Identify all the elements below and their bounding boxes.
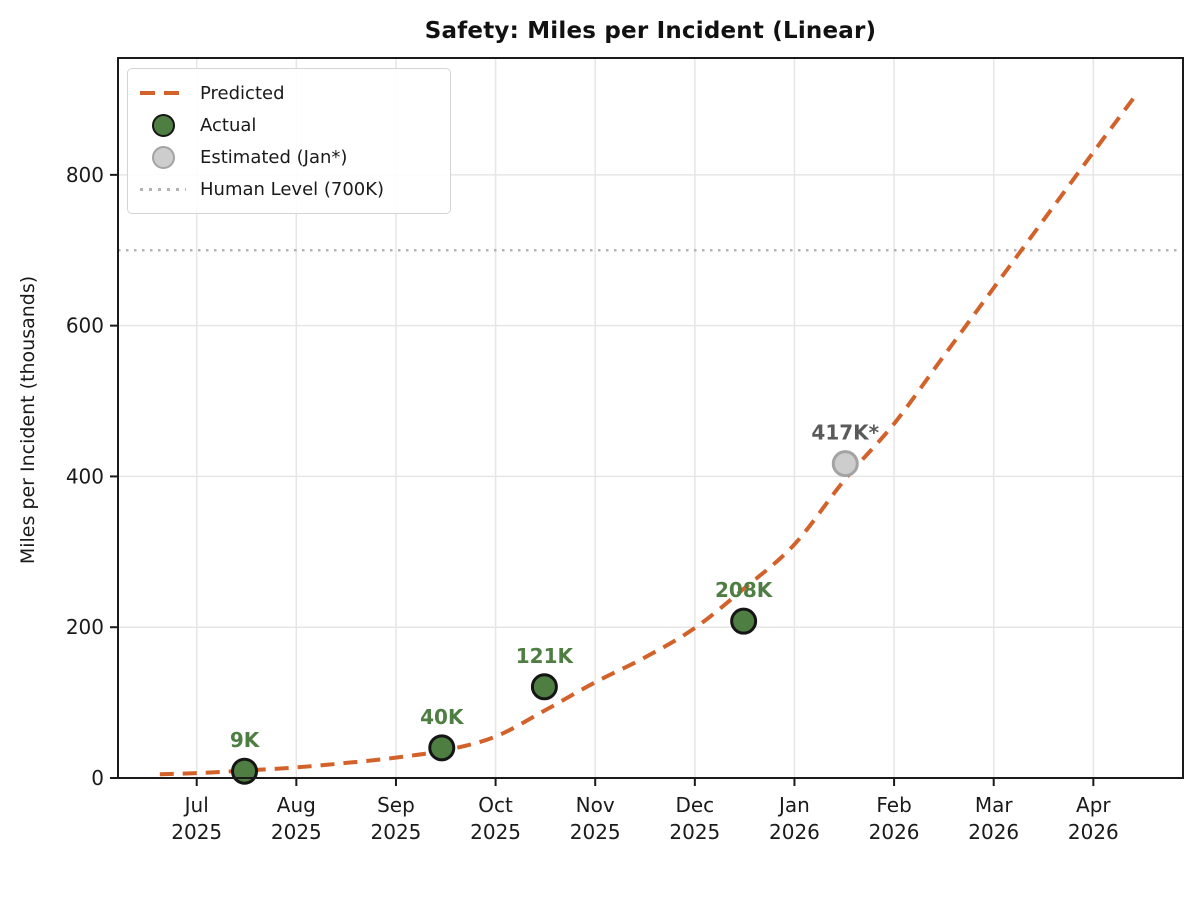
legend-label: Predicted bbox=[200, 82, 285, 104]
actual-point bbox=[231, 757, 259, 785]
x-tick-label-year: 2025 bbox=[669, 820, 720, 844]
legend: Predicted Actual Estimated (Jan*) Human … bbox=[127, 68, 451, 214]
estimated-point bbox=[831, 450, 859, 478]
x-tick-label-month: Oct bbox=[478, 793, 513, 817]
x-tick-label-year: 2025 bbox=[371, 820, 422, 844]
chart-title: Safety: Miles per Incident (Linear) bbox=[424, 18, 877, 44]
actual-point bbox=[428, 734, 456, 762]
legend-item-actual: Actual bbox=[134, 109, 440, 141]
y-tick-label: 600 bbox=[66, 314, 104, 338]
actual-point bbox=[530, 673, 558, 701]
x-tick-label-month: Mar bbox=[975, 793, 1014, 817]
x-tick-label-month: Jan bbox=[777, 793, 810, 817]
dashed-line-icon bbox=[134, 91, 192, 95]
point-label: 208K bbox=[715, 578, 774, 602]
y-tick-label: 800 bbox=[66, 163, 104, 187]
x-tick-label-month: Sep bbox=[377, 793, 415, 817]
plot-border bbox=[117, 57, 1184, 779]
x-tick-label-month: Aug bbox=[277, 793, 316, 817]
x-tick-label-year: 2026 bbox=[968, 820, 1019, 844]
dotted-line-icon bbox=[134, 187, 192, 191]
legend-item-predicted: Predicted bbox=[134, 77, 440, 109]
x-tick-label-month: Dec bbox=[675, 793, 714, 817]
point-label: 121K bbox=[516, 644, 575, 668]
legend-label: Human Level (700K) bbox=[200, 178, 385, 200]
x-tick-label-year: 2025 bbox=[271, 820, 322, 844]
y-tick-label: 200 bbox=[66, 615, 104, 639]
x-tick-label-month: Feb bbox=[876, 793, 911, 817]
x-tick-label-year: 2026 bbox=[869, 820, 920, 844]
x-tick-label-year: 2025 bbox=[171, 820, 222, 844]
x-tick-label-month: Jul bbox=[183, 793, 209, 817]
legend-item-estimated: Estimated (Jan*) bbox=[134, 141, 440, 173]
x-tick-label-month: Apr bbox=[1076, 793, 1111, 817]
legend-label: Estimated (Jan*) bbox=[200, 146, 348, 168]
predicted-curve bbox=[159, 90, 1140, 777]
legend-item-human-level: Human Level (700K) bbox=[134, 173, 440, 205]
x-tick-label-month: Nov bbox=[576, 793, 615, 817]
y-tick-label: 0 bbox=[91, 766, 104, 790]
x-tick-label-year: 2025 bbox=[570, 820, 621, 844]
x-tick-label-year: 2026 bbox=[1068, 820, 1119, 844]
point-label: 417K* bbox=[811, 421, 879, 445]
point-label: 9K bbox=[230, 728, 261, 752]
actual-point bbox=[730, 607, 758, 635]
legend-label: Actual bbox=[200, 114, 257, 136]
green-dot-icon bbox=[134, 113, 192, 137]
x-tick-label-year: 2025 bbox=[470, 820, 521, 844]
y-tick-label: 400 bbox=[66, 464, 104, 488]
x-tick-label-year: 2026 bbox=[769, 820, 820, 844]
point-label: 40K bbox=[420, 705, 465, 729]
gray-dot-icon bbox=[134, 145, 192, 169]
